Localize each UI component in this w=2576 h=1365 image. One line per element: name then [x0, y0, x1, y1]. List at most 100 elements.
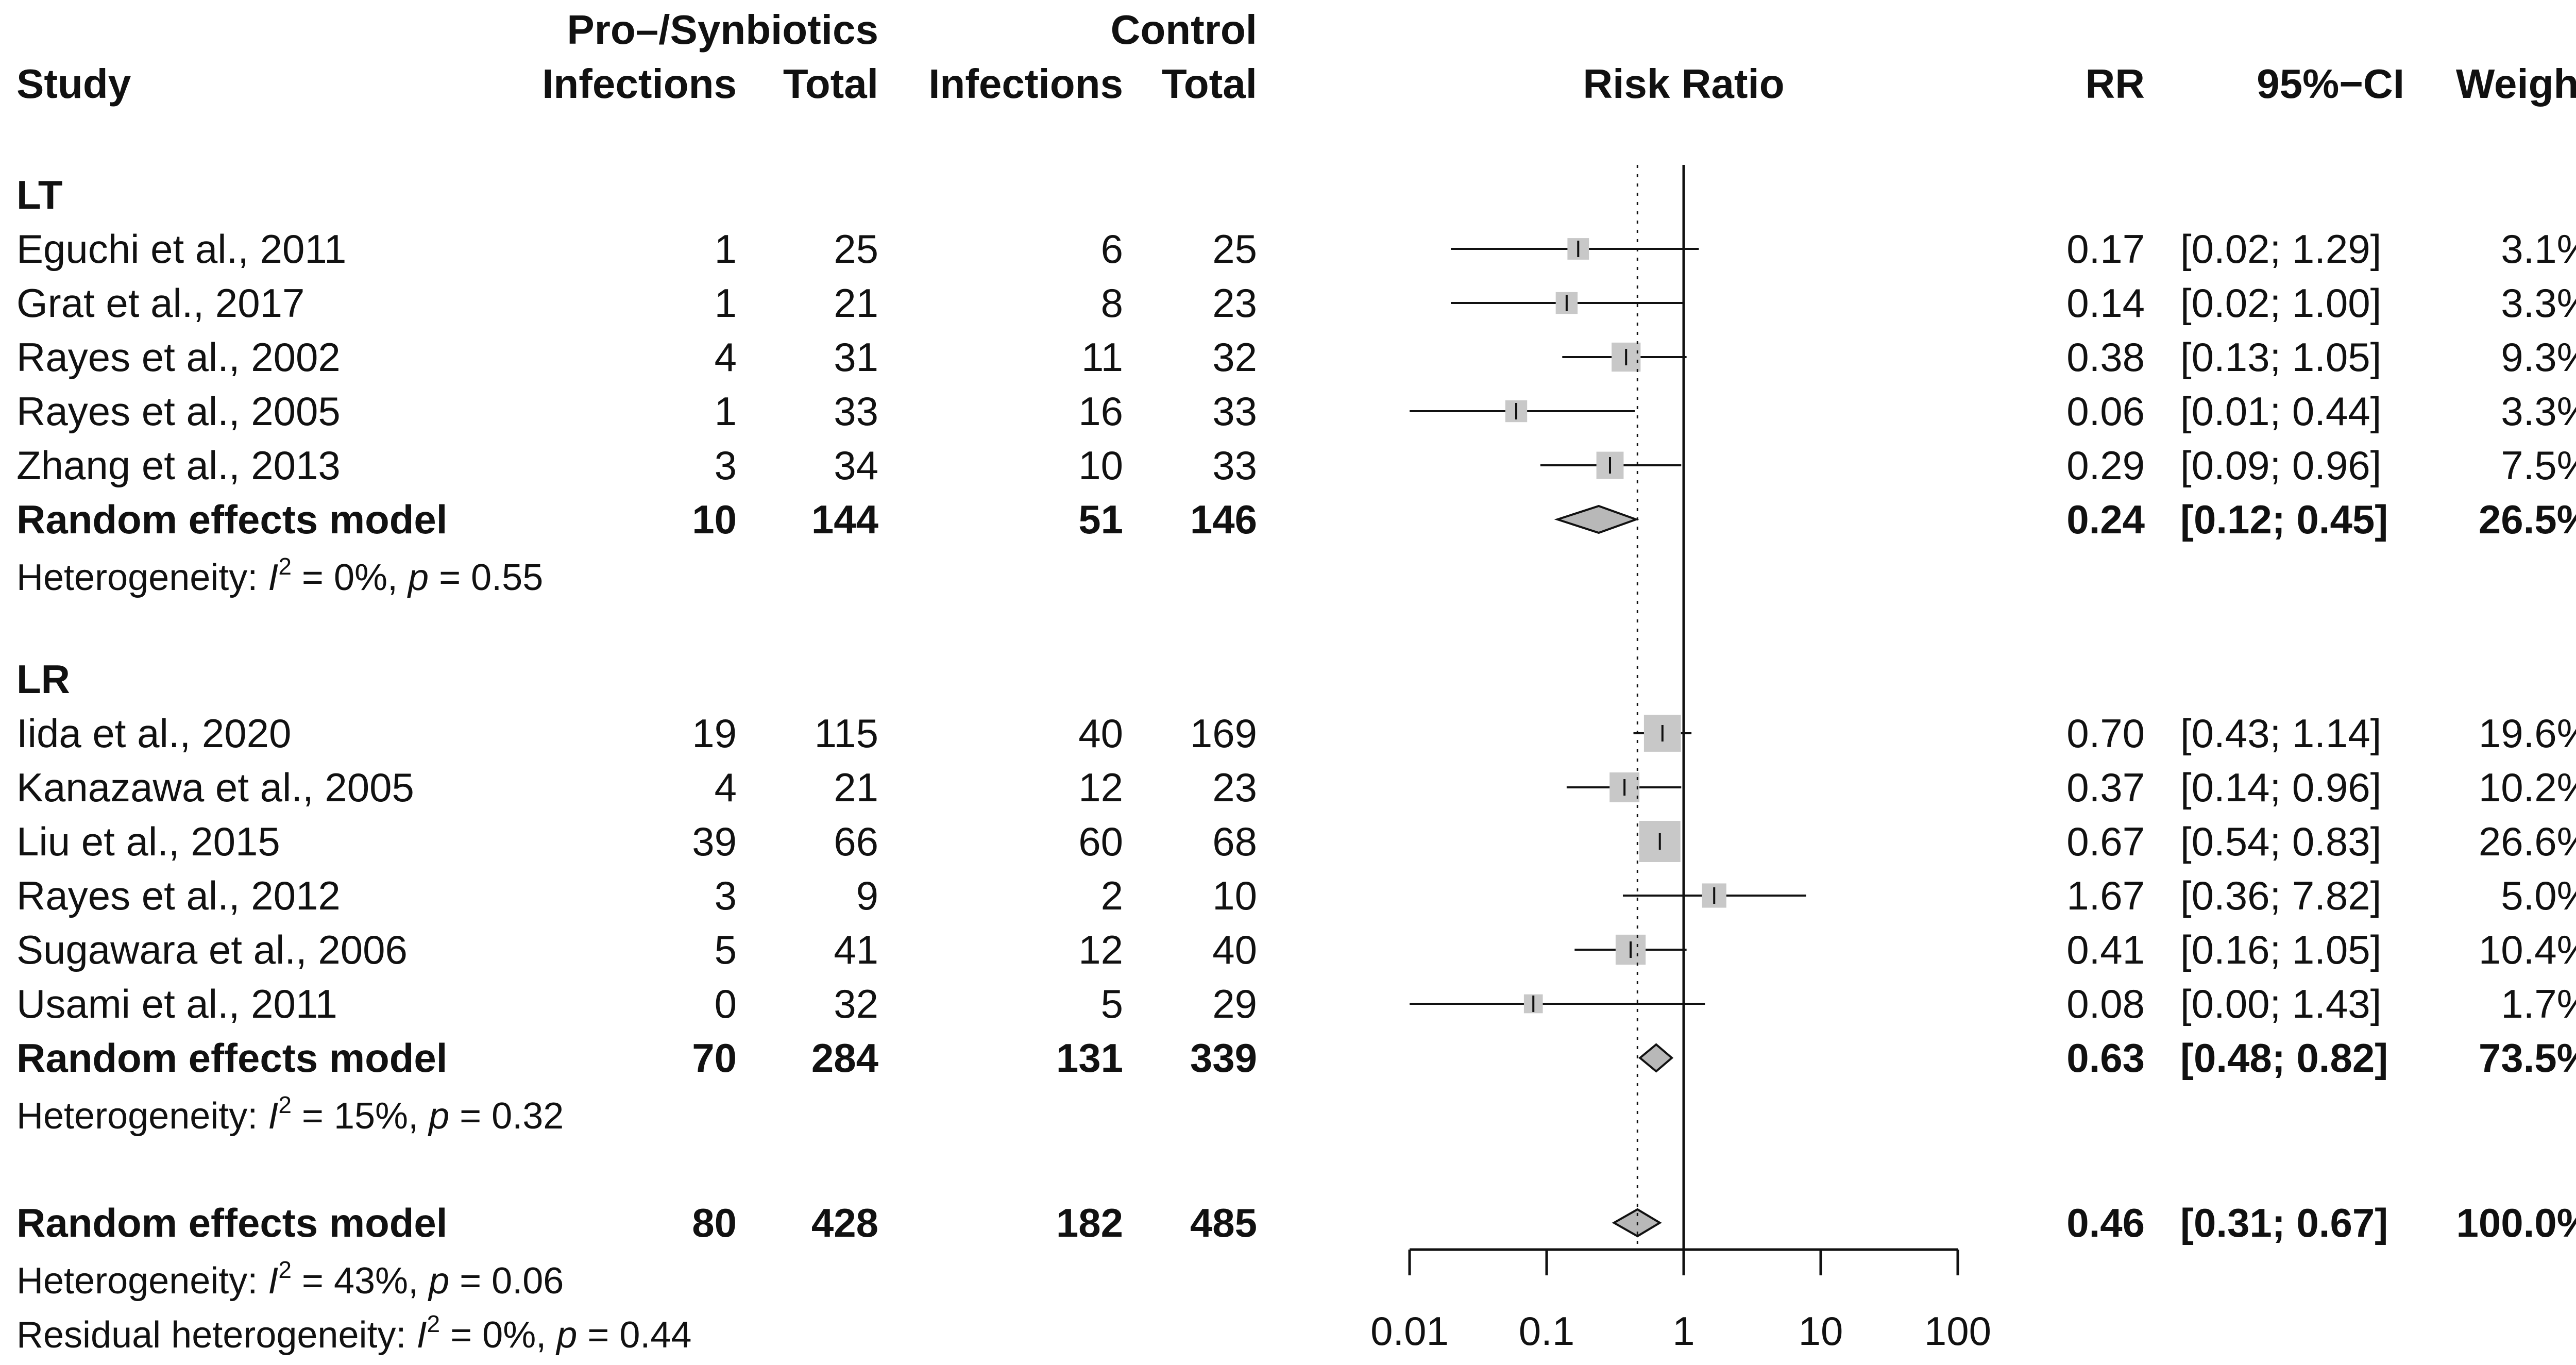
cell-exp-total: 21: [834, 280, 878, 326]
cell-exp-total: 9: [856, 873, 878, 918]
header-ctrl-total: Total: [1162, 61, 1257, 107]
study-name: Rayes et al., 2002: [16, 334, 341, 380]
cell-rr: 0.06: [2066, 389, 2145, 434]
cell-ctrl-events: 40: [1078, 711, 1123, 756]
cell-ctrl-events: 51: [1078, 497, 1123, 542]
cell-ci: [0.36; 7.82]: [2180, 873, 2381, 918]
study-name: Rayes et al., 2012: [16, 873, 341, 918]
header-weight: Weight: [2456, 61, 2576, 107]
cell-ci: [0.43; 1.14]: [2180, 711, 2381, 756]
superscript: 2: [278, 1091, 292, 1118]
cell-weight: 100.0%: [2456, 1200, 2576, 1245]
cell-exp-events: 5: [715, 927, 737, 972]
cell-exp-total: 33: [834, 389, 878, 434]
header-risk-ratio: Risk Ratio: [1583, 61, 1784, 107]
cell-exp-total: 21: [834, 765, 878, 810]
cell-ctrl-events: 12: [1078, 765, 1123, 810]
cell-exp-events: 1: [715, 226, 737, 272]
cell-rr: 0.24: [2066, 497, 2145, 542]
cell-ci: [0.31; 0.67]: [2180, 1200, 2388, 1245]
cell-ctrl-total: 40: [1212, 927, 1257, 972]
superscript: 2: [278, 1256, 292, 1283]
het-text: Heterogeneity:: [16, 1096, 268, 1137]
cell-ctrl-events: 8: [1101, 280, 1123, 326]
study-name: Usami et al., 2011: [16, 981, 337, 1026]
cell-exp-events: 1: [715, 389, 737, 434]
cell-exp-events: 80: [692, 1200, 737, 1245]
study-name: Eguchi et al., 2011: [16, 226, 346, 272]
header-ctrl-events: Infections: [928, 61, 1123, 107]
cell-exp-events: 10: [692, 497, 737, 542]
cell-ctrl-events: 2: [1101, 873, 1123, 918]
cell-rr: 0.41: [2066, 927, 2145, 972]
header-rr: RR: [2085, 61, 2145, 107]
het-text: Residual heterogeneity:: [16, 1315, 417, 1356]
x-tick-label: 0.1: [1519, 1308, 1574, 1354]
cell-exp-total: 32: [834, 981, 878, 1026]
header-exp-total: Total: [783, 61, 878, 107]
overall-model-label: Random effects model: [16, 1200, 447, 1245]
cell-rr: 0.46: [2066, 1200, 2145, 1245]
cell-weight: 7.5%: [2501, 443, 2576, 488]
cell-ci: [0.16; 1.05]: [2180, 927, 2381, 972]
cell-weight: 26.5%: [2479, 497, 2576, 542]
cell-exp-total: 144: [811, 497, 878, 542]
het-text: p: [428, 1260, 449, 1302]
het-text: Heterogeneity:: [16, 557, 268, 598]
cell-ctrl-events: 5: [1101, 981, 1123, 1026]
cell-weight: 3.1%: [2501, 226, 2576, 272]
cell-weight: 9.3%: [2501, 334, 2576, 380]
het-text: I: [268, 557, 278, 598]
cell-ctrl-events: 60: [1078, 819, 1123, 864]
subgroup-label: LT: [16, 172, 63, 217]
subgroup-label: LR: [16, 656, 70, 702]
het-text: I: [417, 1315, 427, 1356]
cell-ctrl-total: 23: [1212, 765, 1257, 810]
cell-ctrl-events: 131: [1056, 1035, 1123, 1081]
het-text: = 0%,: [440, 1315, 556, 1356]
cell-exp-total: 284: [811, 1035, 878, 1081]
cell-exp-events: 3: [715, 873, 737, 918]
cell-exp-total: 31: [834, 334, 878, 380]
cell-exp-total: 115: [815, 711, 878, 756]
cell-ctrl-events: 11: [1081, 334, 1123, 380]
cell-ci: [0.00; 1.43]: [2180, 981, 2381, 1026]
subgroup-diamond: [1554, 504, 1639, 534]
cell-ctrl-total: 29: [1212, 981, 1257, 1026]
cell-ctrl-events: 12: [1078, 927, 1123, 972]
header-exp-group: Pro–/Synbiotics: [567, 7, 878, 53]
cell-rr: 0.38: [2066, 334, 2145, 380]
cell-ctrl-events: 182: [1056, 1200, 1123, 1245]
het-text: I: [268, 1096, 278, 1137]
cell-exp-total: 66: [834, 819, 878, 864]
residual-heterogeneity: Residual heterogeneity: I2 = 0%, p = 0.4…: [16, 1310, 691, 1356]
cell-rr: 1.67: [2066, 873, 2145, 918]
het-text: = 43%,: [292, 1260, 429, 1302]
het-text: = 15%,: [292, 1096, 429, 1137]
het-text: I: [268, 1260, 278, 1302]
study-name: Rayes et al., 2005: [16, 389, 341, 434]
het-text: = 0.44: [577, 1315, 691, 1356]
cell-rr: 0.29: [2066, 443, 2145, 488]
het-text: Heterogeneity:: [16, 1260, 268, 1302]
header-study: Study: [16, 61, 131, 107]
cell-ctrl-total: 25: [1212, 226, 1257, 272]
het-text: p: [555, 1315, 577, 1356]
cell-ctrl-total: 23: [1212, 280, 1257, 326]
cell-weight: 10.2%: [2479, 765, 2576, 810]
cell-ctrl-total: 146: [1190, 497, 1257, 542]
x-tick-label: 0.01: [1370, 1308, 1449, 1354]
cell-weight: 10.4%: [2479, 927, 2576, 972]
subgroup-heterogeneity: Heterogeneity: I2 = 15%, p = 0.32: [16, 1091, 564, 1137]
cell-ctrl-total: 33: [1212, 389, 1257, 434]
cell-ctrl-total: 485: [1190, 1200, 1257, 1245]
cell-exp-events: 19: [692, 711, 737, 756]
study-name: Zhang et al., 2013: [16, 443, 341, 488]
cell-ci: [0.54; 0.83]: [2180, 819, 2381, 864]
cell-exp-events: 39: [692, 819, 737, 864]
cell-exp-total: 25: [834, 226, 878, 272]
cell-ci: [0.01; 0.44]: [2180, 389, 2381, 434]
cell-ci: [0.12; 0.45]: [2180, 497, 2388, 542]
cell-ci: [0.14; 0.96]: [2180, 765, 2381, 810]
